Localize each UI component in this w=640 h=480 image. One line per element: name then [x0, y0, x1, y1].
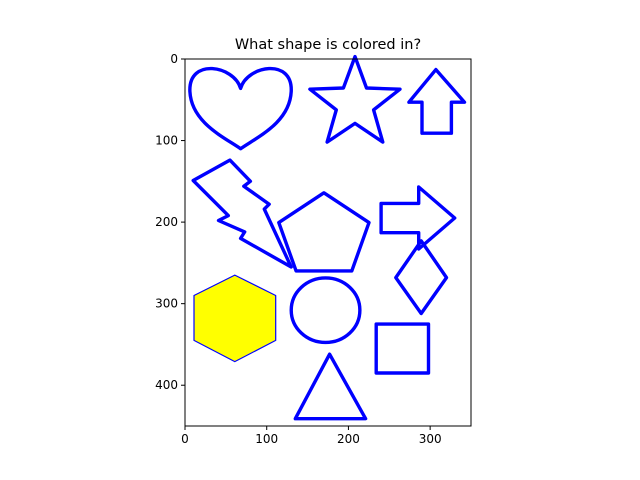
- y-tick-label: 200: [155, 215, 178, 229]
- circle-shape: [289, 276, 362, 345]
- diamond-shape: [394, 239, 449, 316]
- lightning-bolt-shape: [191, 158, 293, 269]
- hexagon-shape: [193, 274, 277, 363]
- y-tick-label: 100: [155, 134, 178, 148]
- x-tick-label: 0: [181, 432, 189, 446]
- y-tick-label: 300: [155, 297, 178, 311]
- pentagon-shape: [277, 191, 371, 273]
- plot-frame: [184, 58, 472, 427]
- up-arrow-shape: [407, 67, 467, 135]
- y-tick-label: 400: [155, 378, 178, 392]
- x-tick-label: 300: [419, 432, 442, 446]
- x-axis: 0 100 200 300: [181, 426, 442, 446]
- x-tick-label: 100: [255, 432, 278, 446]
- triangle-shape: [293, 352, 368, 421]
- heart-shape: [188, 66, 293, 151]
- x-tick-label: 200: [337, 432, 360, 446]
- y-axis: 0 100 200 300 400: [155, 52, 185, 392]
- plot-area: [184, 54, 472, 427]
- y-tick-label: 0: [170, 52, 178, 66]
- chart-title: What shape is colored in?: [235, 37, 421, 53]
- star-shape: [308, 54, 402, 144]
- rectangle-shape: [374, 322, 431, 375]
- shapes-layer: [188, 54, 467, 421]
- right-arrow-shape: [379, 185, 457, 251]
